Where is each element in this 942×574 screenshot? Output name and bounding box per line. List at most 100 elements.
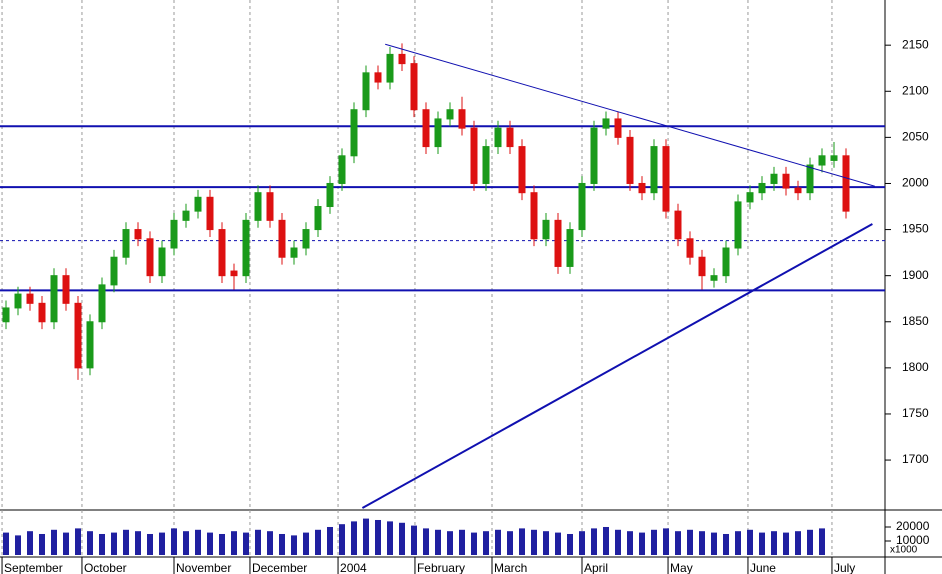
candle-body <box>470 127 478 184</box>
candle-body <box>770 173 778 184</box>
x-tick-label: April <box>584 561 608 574</box>
y-tick-label: 2100 <box>902 83 929 97</box>
volume-bar <box>603 526 609 555</box>
x-tick-label: November <box>176 561 231 574</box>
volume-bar <box>711 532 717 555</box>
volume-bar <box>675 531 681 555</box>
volume-bar <box>759 532 765 555</box>
candle-body <box>254 192 262 221</box>
volume-bar <box>411 525 417 555</box>
candle-body <box>278 219 286 258</box>
candle-body <box>26 293 34 304</box>
x-tick-label: September <box>4 561 63 574</box>
y-tick-label: 10000 <box>896 533 930 547</box>
volume-bar <box>147 533 153 555</box>
candle-body <box>50 275 58 323</box>
candle-body <box>386 53 394 83</box>
volume-bar <box>255 529 261 555</box>
candle-body <box>2 307 10 323</box>
volume-bar <box>183 531 189 555</box>
volume-bar <box>807 529 813 555</box>
volume-bar <box>267 531 273 555</box>
volume-bar <box>627 531 633 555</box>
volume-bar <box>3 532 9 555</box>
volume-bar <box>135 531 141 555</box>
volume-bar <box>519 528 525 555</box>
candle-body <box>710 275 718 281</box>
y-tick-label: 2150 <box>902 37 929 51</box>
volume-bar <box>639 532 645 555</box>
volume-bar <box>447 531 453 555</box>
candle-body <box>782 173 790 189</box>
candle-body <box>38 302 46 323</box>
candle-body <box>422 109 430 148</box>
candle-body <box>266 192 274 221</box>
volume-bar <box>207 532 213 555</box>
y-tick-label: 1800 <box>902 360 929 374</box>
y-tick-label: 1700 <box>902 452 929 466</box>
x-tick-label: March <box>494 561 527 574</box>
candle-body <box>206 196 214 231</box>
candle-body <box>134 229 142 240</box>
volume-bar <box>663 528 669 555</box>
x-tick-label: May <box>670 561 693 574</box>
volume-bar <box>471 532 477 555</box>
candle-body <box>494 127 502 148</box>
trend-line <box>361 223 873 509</box>
volume-bar <box>579 531 585 555</box>
volume-bar <box>723 533 729 555</box>
volume-bar <box>339 524 345 555</box>
volume-bar <box>351 521 357 555</box>
x-tick-label: December <box>252 561 307 574</box>
candle-body <box>746 192 754 203</box>
volume-bar <box>195 529 201 555</box>
volume-bar <box>327 526 333 555</box>
candle-body <box>830 155 838 161</box>
y-tick-label: 20000 <box>896 519 930 533</box>
candle-body <box>170 219 178 249</box>
candle-body <box>518 146 526 194</box>
candle-body <box>458 109 466 129</box>
volume-bar <box>243 532 249 555</box>
candle-body <box>662 146 670 212</box>
candle-body <box>302 229 310 249</box>
candle-body <box>578 182 586 231</box>
candle-body <box>230 270 238 277</box>
candle-body <box>758 182 766 194</box>
x-tick-label: 2004 <box>340 561 367 574</box>
candle-body <box>398 53 406 65</box>
candle-body <box>674 210 682 240</box>
candle-body <box>374 72 382 83</box>
volume-bar <box>15 535 21 555</box>
candle-body <box>182 210 190 221</box>
candle-body <box>194 196 202 212</box>
candle-body <box>650 146 658 194</box>
candle-body <box>722 247 730 277</box>
candle-body <box>554 219 562 267</box>
candle-body <box>326 182 334 208</box>
candle-body <box>614 118 622 138</box>
volume-bar <box>567 533 573 555</box>
candle-body <box>602 118 610 129</box>
candle-body <box>818 155 826 166</box>
volume-bar <box>591 528 597 555</box>
volume-bar <box>771 531 777 555</box>
volume-bar <box>387 521 393 555</box>
candle-body <box>110 256 118 286</box>
volume-bar <box>651 529 657 555</box>
y-tick-label: 2050 <box>902 130 929 144</box>
candle-body <box>806 164 814 194</box>
volume-bar <box>27 531 33 555</box>
volume-bar <box>63 532 69 555</box>
y-tick-label: 2000 <box>902 176 929 190</box>
candle-body <box>122 229 130 258</box>
y-tick-label: 1950 <box>902 222 929 236</box>
candle-body <box>158 247 166 277</box>
volume-bar <box>87 531 93 555</box>
candle-body <box>146 238 154 277</box>
candle-body <box>362 72 370 111</box>
volume-bar <box>375 519 381 555</box>
candle-body <box>98 284 106 323</box>
volume-bar <box>543 531 549 555</box>
